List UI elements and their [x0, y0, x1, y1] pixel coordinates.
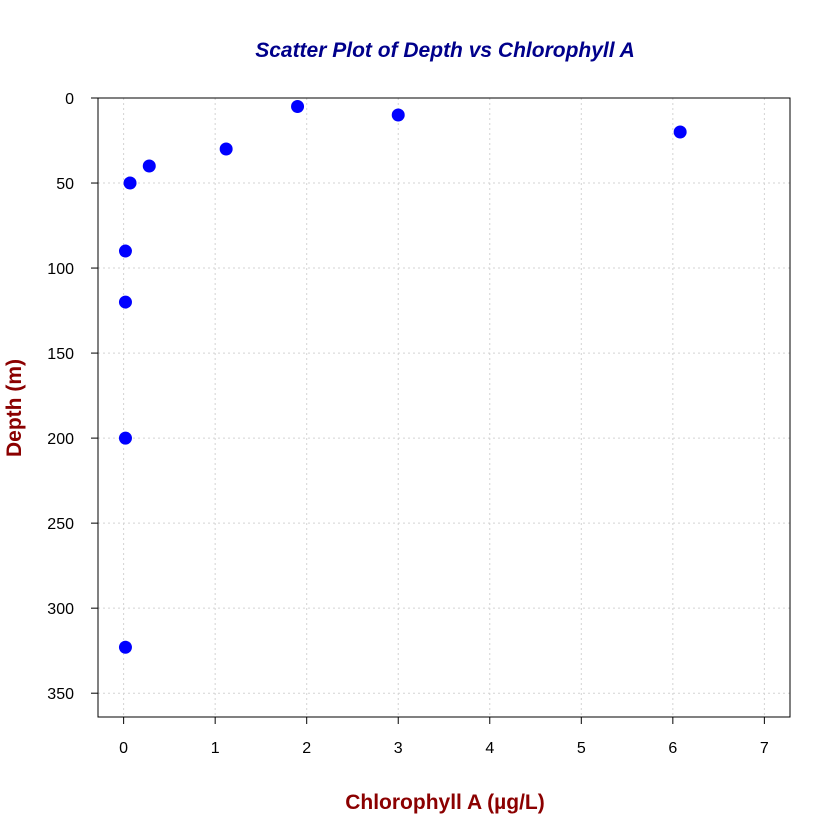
plot-frame — [97, 97, 791, 718]
data-point — [391, 108, 405, 122]
x-tick-label: 6 — [668, 740, 677, 757]
data-points — [118, 100, 687, 654]
data-point — [118, 295, 132, 309]
data-point — [118, 431, 132, 445]
x-tick-label: 4 — [485, 740, 494, 757]
data-point — [118, 244, 132, 258]
grid-lines — [98, 97, 790, 717]
x-tick-label: 0 — [119, 740, 128, 757]
x-axis-title: Chlorophyll A (µg/L) — [345, 791, 545, 814]
y-axis-title: Depth (m) — [3, 359, 26, 457]
y-tick-label: 50 — [56, 176, 74, 193]
y-tick-label: 200 — [47, 431, 74, 448]
data-point — [673, 125, 687, 139]
data-point — [142, 159, 156, 173]
y-tick-label: 250 — [47, 516, 74, 533]
x-axis: 0 1 2 3 4 5 6 7 — [119, 717, 769, 757]
chart-title: Scatter Plot of Depth vs Chlorophyll A — [255, 39, 635, 62]
y-tick-label: 0 — [65, 91, 74, 108]
y-tick-label: 300 — [47, 601, 74, 618]
y-tick-label: 150 — [47, 346, 74, 363]
y-tick-label: 100 — [47, 261, 74, 278]
x-tick-label: 5 — [577, 740, 586, 757]
x-tick-label: 1 — [211, 740, 220, 757]
x-tick-label: 3 — [394, 740, 403, 757]
y-axis: 0 50 100 150 200 250 300 350 — [47, 91, 98, 703]
data-point — [118, 640, 132, 654]
data-point — [291, 100, 305, 114]
data-point — [123, 176, 137, 190]
x-tick-label: 7 — [760, 740, 769, 757]
x-tick-label: 2 — [302, 740, 311, 757]
data-point — [219, 142, 233, 156]
y-tick-label: 350 — [47, 686, 74, 703]
